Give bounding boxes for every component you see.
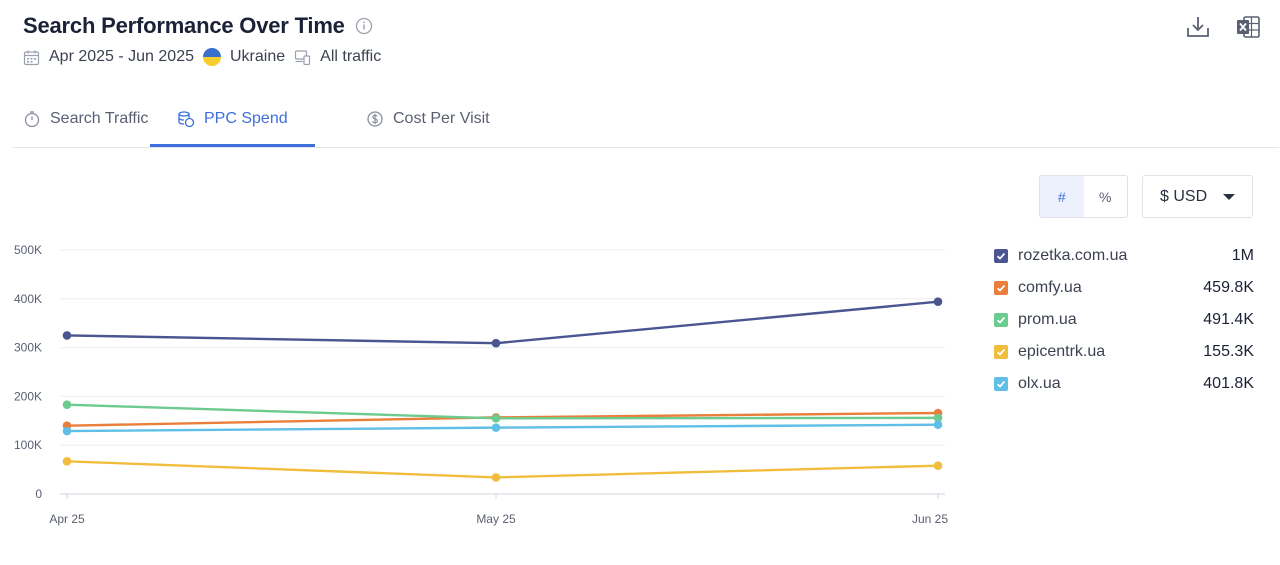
legend-label: comfy.ua — [1018, 279, 1082, 296]
legend-value: 401.8K — [1203, 375, 1254, 392]
legend-item-olx[interactable]: olx.ua 401.8K — [994, 368, 1254, 400]
ukraine-flag-icon — [203, 48, 221, 66]
data-point — [491, 423, 501, 432]
download-icon[interactable] — [1185, 14, 1211, 40]
percent-mode-button[interactable]: % — [1099, 188, 1112, 205]
legend-item-epicentrk[interactable]: epicentrk.ua 155.3K — [994, 336, 1254, 368]
legend-label: epicentrk.ua — [1018, 343, 1106, 360]
caret-down-icon — [1223, 194, 1235, 200]
legend-value: 459.8K — [1203, 279, 1254, 296]
page-title: Search Performance Over Time — [23, 13, 345, 38]
data-point — [491, 473, 501, 482]
x-tick-label: Apr 25 — [49, 512, 85, 526]
x-tick-label: Jun 25 — [912, 512, 948, 526]
legend-value: 491.4K — [1203, 311, 1254, 328]
value-mode-toggle: # % — [1039, 175, 1128, 218]
data-point — [933, 420, 943, 430]
y-tick-label: 500K — [14, 243, 42, 257]
checkbox-checked-icon — [994, 249, 1008, 263]
data-point — [933, 461, 943, 470]
tab-label: Search Traffic — [50, 110, 149, 127]
x-tick-label: May 25 — [476, 512, 516, 526]
currency-select[interactable]: $ USD — [1142, 175, 1253, 218]
checkbox-checked-icon — [994, 281, 1008, 295]
country-filter[interactable]: Ukraine — [230, 48, 286, 65]
data-point — [933, 297, 943, 307]
data-point — [491, 338, 501, 348]
tab-label: Cost Per Visit — [393, 110, 490, 127]
currency-value: $ USD — [1160, 187, 1208, 205]
data-point — [62, 400, 72, 409]
traffic-filter[interactable]: All traffic — [320, 48, 382, 65]
data-point — [62, 331, 72, 340]
y-tick-label: 200K — [14, 389, 42, 403]
chart-legend: rozetka.com.ua 1M comfy.ua 459.8K prom.u… — [994, 240, 1254, 400]
series-line — [66, 423, 939, 433]
legend-item-rozetka[interactable]: rozetka.com.ua 1M — [994, 240, 1254, 272]
checkbox-checked-icon — [994, 313, 1008, 327]
data-point — [933, 413, 943, 423]
tab-cost-per-visit[interactable]: Cost Per Visit — [366, 92, 490, 146]
data-point — [62, 457, 72, 466]
tab-ppc-spend[interactable]: PPC Spend — [150, 92, 315, 147]
checkbox-checked-icon — [994, 345, 1008, 359]
y-tick-label: 400K — [14, 292, 42, 306]
y-tick-label: 0 — [35, 487, 42, 501]
legend-item-prom[interactable]: prom.ua 491.4K — [994, 304, 1254, 336]
stopwatch-icon — [24, 111, 40, 128]
data-point — [491, 414, 501, 423]
legend-label: olx.ua — [1018, 375, 1061, 392]
filters-row: Apr 2025 - Jun 2025 Ukraine All traffic — [23, 48, 390, 66]
tab-bar: Search Traffic PPC Spend Cost Per Visit — [13, 92, 1279, 148]
legend-value: 1M — [1231, 247, 1254, 264]
devices-icon — [295, 49, 311, 65]
data-point — [62, 426, 72, 436]
line-chart: 0 100K 200K 300K 400K 500K Apr 25 May 25 Jun 25 — [14, 243, 948, 526]
tab-label: PPC Spend — [204, 110, 288, 127]
number-mode-button[interactable]: # — [1040, 176, 1084, 217]
legend-label: rozetka.com.ua — [1018, 247, 1128, 264]
tab-search-traffic[interactable]: Search Traffic — [23, 92, 148, 146]
date-range[interactable]: Apr 2025 - Jun 2025 — [49, 48, 194, 65]
header-actions — [1161, 14, 1261, 40]
calendar-icon — [23, 50, 40, 65]
series-line — [66, 300, 939, 345]
legend-label: prom.ua — [1018, 311, 1077, 328]
dollar-circle-icon — [367, 111, 383, 127]
legend-item-comfy[interactable]: comfy.ua 459.8K — [994, 272, 1254, 304]
y-tick-label: 100K — [14, 438, 42, 452]
excel-icon[interactable] — [1235, 14, 1261, 40]
series-line — [66, 460, 939, 479]
checkbox-checked-icon — [994, 377, 1008, 391]
info-icon[interactable] — [355, 17, 373, 35]
legend-value: 155.3K — [1203, 343, 1254, 360]
header: Search Performance Over Time — [23, 13, 373, 39]
coins-icon — [178, 111, 195, 128]
y-tick-label: 300K — [14, 341, 42, 355]
